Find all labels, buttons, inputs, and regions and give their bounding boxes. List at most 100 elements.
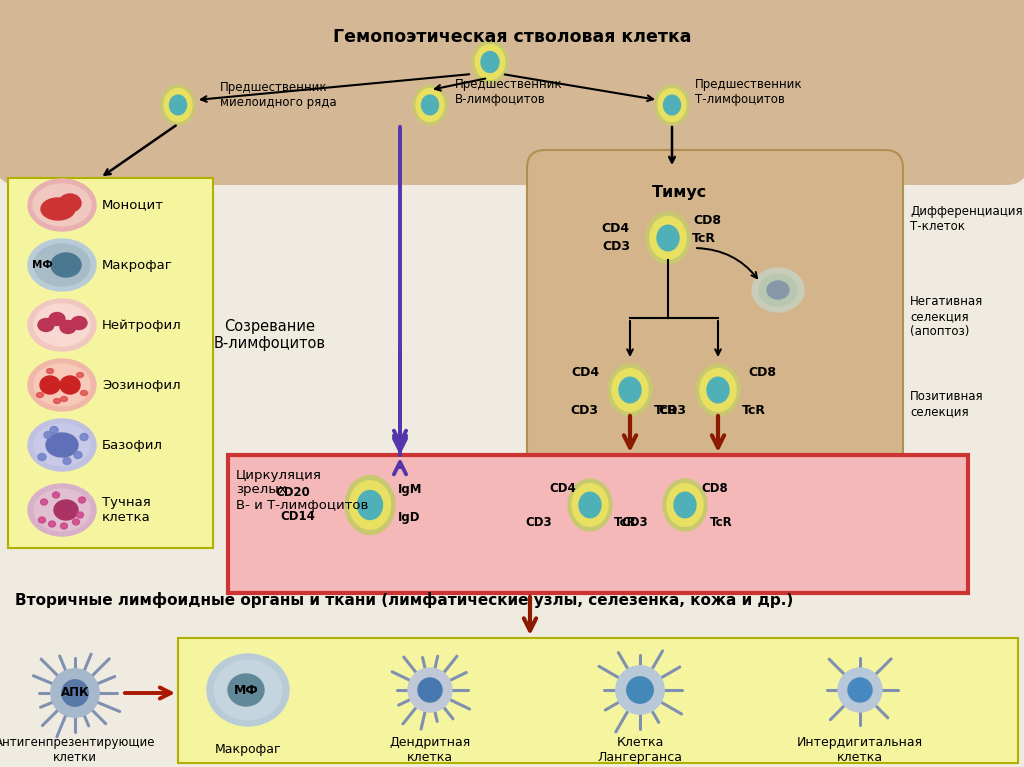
Ellipse shape — [214, 660, 282, 720]
Ellipse shape — [674, 492, 696, 518]
Ellipse shape — [44, 432, 52, 439]
Ellipse shape — [349, 481, 390, 529]
Ellipse shape — [79, 497, 85, 503]
Text: CD3: CD3 — [622, 515, 648, 528]
Text: CD8: CD8 — [701, 482, 728, 495]
Text: CD4: CD4 — [602, 222, 630, 235]
FancyBboxPatch shape — [228, 455, 968, 593]
Ellipse shape — [170, 95, 186, 115]
Text: Эозинофил: Эозинофил — [102, 378, 180, 391]
Text: CD3: CD3 — [658, 403, 686, 416]
Ellipse shape — [39, 517, 45, 523]
Ellipse shape — [28, 179, 96, 231]
Ellipse shape — [650, 216, 686, 259]
Ellipse shape — [60, 321, 76, 334]
Ellipse shape — [164, 88, 191, 121]
Ellipse shape — [38, 318, 54, 331]
Ellipse shape — [418, 678, 442, 702]
Ellipse shape — [655, 85, 689, 125]
Ellipse shape — [41, 499, 47, 505]
Text: Циркуляция
зрелых
В- и Т-лимфоцитов: Циркуляция зрелых В- и Т-лимфоцитов — [236, 469, 369, 512]
FancyBboxPatch shape — [178, 638, 1018, 763]
Ellipse shape — [413, 85, 447, 125]
Ellipse shape — [618, 377, 641, 403]
Ellipse shape — [700, 369, 736, 411]
Text: CD3: CD3 — [570, 403, 598, 416]
Ellipse shape — [627, 676, 653, 703]
Text: IgD: IgD — [398, 512, 421, 525]
Ellipse shape — [422, 95, 438, 115]
Ellipse shape — [37, 393, 43, 397]
Text: Негативная
селекция
(апоптоз): Негативная селекция (апоптоз) — [910, 295, 983, 338]
Ellipse shape — [608, 364, 652, 416]
Ellipse shape — [46, 433, 78, 457]
Ellipse shape — [60, 397, 68, 401]
Ellipse shape — [48, 521, 55, 527]
Ellipse shape — [657, 225, 679, 251]
FancyBboxPatch shape — [0, 0, 1024, 185]
Ellipse shape — [664, 95, 681, 115]
Text: Клетка
Лангерганса: Клетка Лангерганса — [597, 736, 683, 764]
Text: TcR: TcR — [654, 403, 678, 416]
Text: CD8: CD8 — [748, 367, 776, 380]
Ellipse shape — [28, 419, 96, 471]
Ellipse shape — [34, 424, 90, 466]
Ellipse shape — [696, 364, 740, 416]
Text: CD14: CD14 — [281, 509, 315, 522]
Text: Макрофаг: Макрофаг — [102, 258, 173, 272]
Ellipse shape — [53, 399, 60, 403]
Text: IgM: IgM — [398, 483, 423, 496]
Ellipse shape — [579, 492, 601, 518]
Text: Предшественник
миелоидного ряда: Предшественник миелоидного ряда — [220, 81, 337, 109]
Text: CD3: CD3 — [525, 515, 552, 528]
Text: Моноцит: Моноцит — [102, 199, 164, 212]
Ellipse shape — [34, 304, 90, 346]
Text: Тимус: Тимус — [652, 185, 708, 200]
Text: Предшественник
В-лимфоцитов: Предшественник В-лимфоцитов — [455, 78, 562, 106]
Text: TcR: TcR — [742, 403, 766, 416]
Text: Базофил: Базофил — [102, 439, 163, 452]
Text: CD20: CD20 — [275, 486, 310, 499]
Ellipse shape — [161, 85, 195, 125]
Ellipse shape — [658, 88, 686, 121]
Ellipse shape — [228, 674, 264, 706]
Ellipse shape — [615, 666, 665, 714]
Ellipse shape — [51, 253, 81, 277]
Ellipse shape — [848, 678, 872, 702]
Ellipse shape — [60, 523, 68, 529]
Ellipse shape — [49, 312, 65, 325]
Ellipse shape — [40, 376, 60, 394]
Ellipse shape — [81, 390, 87, 396]
Ellipse shape — [51, 669, 99, 717]
Ellipse shape — [80, 433, 88, 440]
Text: Дифференциация
Т-клеток: Дифференциация Т-клеток — [910, 205, 1023, 233]
FancyBboxPatch shape — [527, 150, 903, 571]
Ellipse shape — [759, 274, 797, 306]
Text: Макрофаг: Макрофаг — [215, 743, 282, 756]
Ellipse shape — [28, 299, 96, 351]
Ellipse shape — [838, 668, 882, 712]
Ellipse shape — [612, 369, 648, 411]
Ellipse shape — [357, 491, 383, 519]
Ellipse shape — [475, 44, 505, 80]
Ellipse shape — [60, 376, 80, 394]
Text: Гемопоэтическая стволовая клетка: Гемопоэтическая стволовая клетка — [333, 28, 691, 46]
Text: Нейтрофил: Нейтрофил — [102, 318, 181, 331]
Ellipse shape — [572, 484, 608, 526]
Ellipse shape — [38, 453, 46, 460]
Text: Вторичные лимфоидные органы и ткани (лимфатические узлы, селезенка, кожа и др.): Вторичные лимфоидные органы и ткани (лим… — [15, 592, 794, 608]
Text: TcR: TcR — [692, 232, 716, 245]
Ellipse shape — [59, 194, 81, 212]
Text: CD8: CD8 — [693, 213, 721, 226]
Ellipse shape — [74, 452, 82, 459]
Text: Интердигитальная
клетка: Интердигитальная клетка — [797, 736, 923, 764]
Ellipse shape — [50, 426, 58, 433]
Text: Тучная
клетка: Тучная клетка — [102, 496, 151, 524]
Text: CD3: CD3 — [602, 239, 630, 252]
Text: Дендритная
клетка: Дендритная клетка — [389, 736, 471, 764]
Ellipse shape — [767, 281, 790, 299]
Ellipse shape — [34, 244, 90, 286]
Text: CD4: CD4 — [550, 482, 577, 495]
Ellipse shape — [28, 484, 96, 536]
Ellipse shape — [207, 654, 289, 726]
